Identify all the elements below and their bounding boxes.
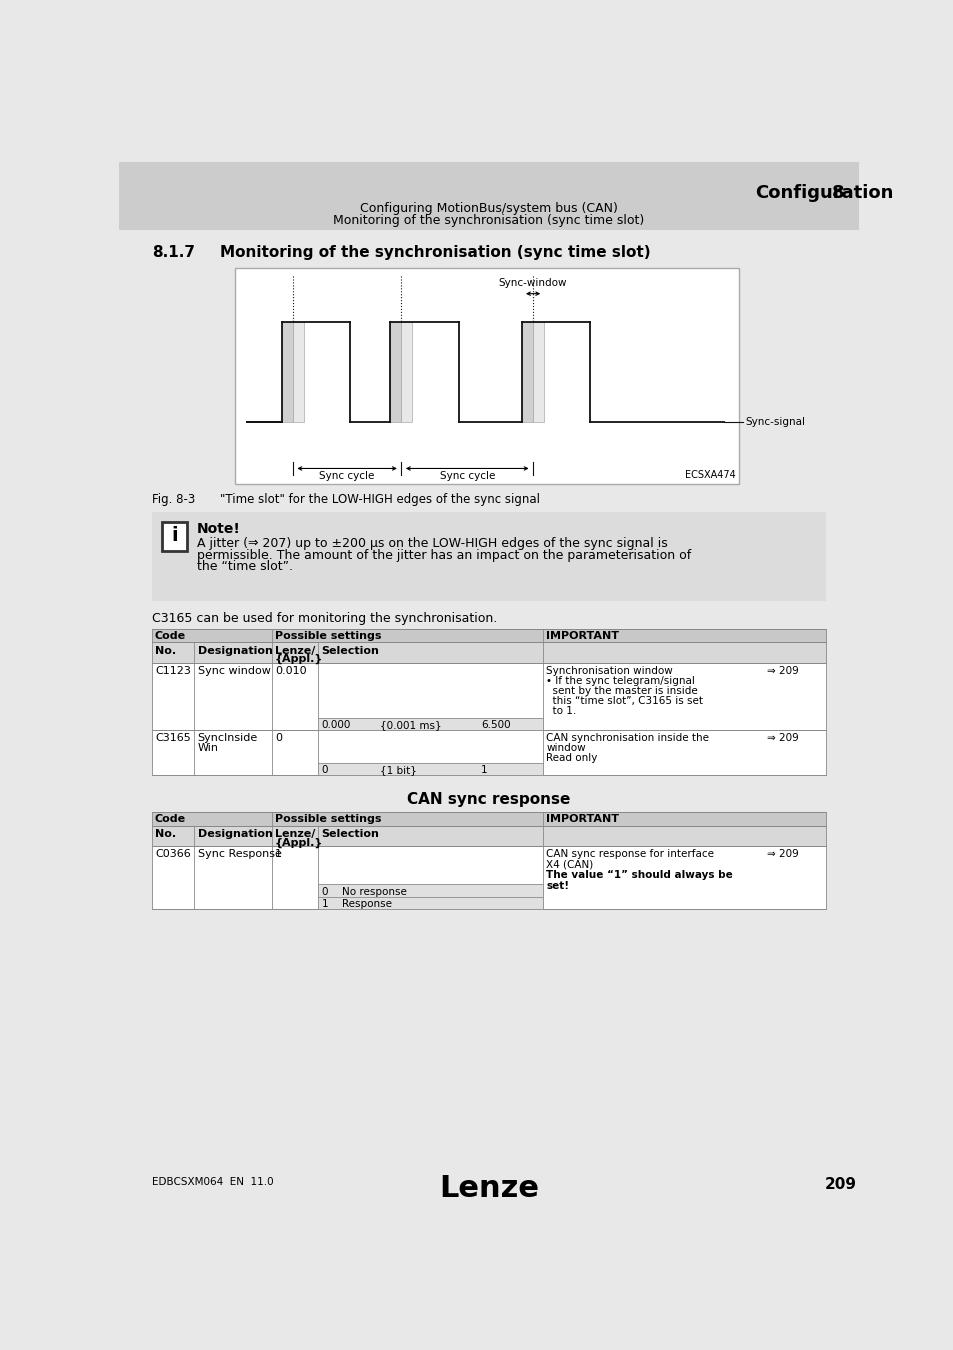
Bar bbox=[152, 730, 825, 775]
Text: IMPORTANT: IMPORTANT bbox=[546, 630, 618, 641]
Text: CAN sync response for interface: CAN sync response for interface bbox=[546, 849, 714, 859]
Text: Configuring MotionBus/system bus (CAN): Configuring MotionBus/system bus (CAN) bbox=[359, 202, 618, 215]
Text: Designation: Designation bbox=[197, 645, 273, 656]
Text: set!: set! bbox=[546, 882, 569, 891]
Text: Monitoring of the synchronisation (sync time slot): Monitoring of the synchronisation (sync … bbox=[333, 215, 644, 227]
Bar bbox=[162, 521, 187, 551]
Text: X4 (CAN): X4 (CAN) bbox=[546, 860, 593, 869]
Text: Code: Code bbox=[154, 814, 186, 825]
Text: Sync cycle: Sync cycle bbox=[439, 471, 495, 481]
Text: {Appl.}: {Appl.} bbox=[274, 653, 323, 664]
Text: 8: 8 bbox=[831, 184, 844, 201]
Text: 8.1.7: 8.1.7 bbox=[152, 246, 194, 261]
Bar bbox=[521, 323, 533, 423]
Text: Fig. 8-3: Fig. 8-3 bbox=[152, 493, 194, 506]
Text: Configuration: Configuration bbox=[754, 184, 892, 201]
Text: 1: 1 bbox=[480, 765, 487, 775]
Bar bbox=[119, 1170, 858, 1202]
Text: 1: 1 bbox=[321, 899, 328, 909]
Text: permissible. The amount of the jitter has an impact on the parameterisation of: permissible. The amount of the jitter ha… bbox=[196, 548, 690, 562]
Text: ⇒ 209: ⇒ 209 bbox=[766, 849, 798, 859]
Text: SyncInside: SyncInside bbox=[197, 733, 257, 744]
Bar bbox=[119, 162, 858, 230]
Text: Response: Response bbox=[341, 899, 392, 909]
Text: 0: 0 bbox=[321, 887, 328, 896]
Text: Designation: Designation bbox=[197, 829, 273, 838]
Bar bbox=[318, 763, 542, 775]
Text: CAN synchronisation inside the: CAN synchronisation inside the bbox=[546, 733, 708, 744]
Text: Sync Response: Sync Response bbox=[197, 849, 281, 859]
Bar bbox=[152, 663, 825, 730]
Text: the “time slot”.: the “time slot”. bbox=[196, 560, 293, 574]
Text: ⇒ 209: ⇒ 209 bbox=[766, 666, 798, 675]
Text: Lenze/: Lenze/ bbox=[274, 645, 315, 656]
Bar bbox=[152, 513, 825, 601]
Text: Sync cycle: Sync cycle bbox=[319, 471, 375, 481]
Bar bbox=[318, 884, 542, 896]
Text: sent by the master is inside: sent by the master is inside bbox=[546, 686, 698, 695]
Bar bbox=[318, 896, 542, 909]
Bar bbox=[152, 643, 825, 663]
Text: ECSXA474: ECSXA474 bbox=[684, 470, 735, 481]
Text: Sync window: Sync window bbox=[197, 666, 270, 675]
Text: CAN sync response: CAN sync response bbox=[407, 792, 570, 807]
Text: Selection: Selection bbox=[321, 829, 379, 838]
Text: • If the sync telegram/signal: • If the sync telegram/signal bbox=[546, 675, 695, 686]
Text: The value “1” should always be: The value “1” should always be bbox=[546, 871, 732, 880]
Text: Sync-window: Sync-window bbox=[498, 278, 567, 289]
Bar bbox=[533, 323, 543, 423]
Text: No.: No. bbox=[154, 829, 176, 838]
Bar bbox=[152, 845, 825, 909]
Bar bbox=[282, 323, 293, 423]
Text: 209: 209 bbox=[823, 1177, 856, 1192]
Text: "Time slot" for the LOW-HIGH edges of the sync signal: "Time slot" for the LOW-HIGH edges of th… bbox=[220, 493, 539, 506]
Text: Code: Code bbox=[154, 630, 186, 641]
Bar bbox=[235, 269, 739, 483]
Text: 1: 1 bbox=[274, 849, 282, 859]
Text: 6.500: 6.500 bbox=[480, 721, 510, 730]
Text: Lenze: Lenze bbox=[438, 1173, 538, 1203]
Text: i: i bbox=[171, 526, 177, 545]
Text: Selection: Selection bbox=[321, 645, 379, 656]
Bar bbox=[401, 323, 412, 423]
Text: Monitoring of the synchronisation (sync time slot): Monitoring of the synchronisation (sync … bbox=[220, 246, 650, 261]
Text: Synchronisation window: Synchronisation window bbox=[546, 666, 672, 675]
Text: Note!: Note! bbox=[196, 521, 240, 536]
Text: 0: 0 bbox=[274, 733, 282, 744]
Text: window: window bbox=[546, 744, 585, 753]
Text: C3165: C3165 bbox=[154, 733, 191, 744]
Text: Win: Win bbox=[197, 744, 218, 753]
Text: No response: No response bbox=[341, 887, 406, 896]
Text: to 1.: to 1. bbox=[546, 706, 576, 716]
Text: Possible settings: Possible settings bbox=[274, 814, 381, 825]
Text: A jitter (⇒ 207) up to ±200 μs on the LOW-HIGH edges of the sync signal is: A jitter (⇒ 207) up to ±200 μs on the LO… bbox=[196, 537, 667, 549]
Text: No.: No. bbox=[154, 645, 176, 656]
Bar bbox=[152, 629, 825, 643]
Bar bbox=[390, 323, 401, 423]
Bar bbox=[318, 718, 542, 730]
Text: 0.000: 0.000 bbox=[321, 721, 351, 730]
Bar bbox=[293, 323, 303, 423]
Text: Possible settings: Possible settings bbox=[274, 630, 381, 641]
Text: {1 bit}: {1 bit} bbox=[380, 765, 416, 775]
Text: Lenze/: Lenze/ bbox=[274, 829, 315, 838]
Text: IMPORTANT: IMPORTANT bbox=[546, 814, 618, 825]
Text: {Appl.}: {Appl.} bbox=[274, 837, 323, 848]
Text: C0366: C0366 bbox=[154, 849, 191, 859]
Text: C3165 can be used for monitoring the synchronisation.: C3165 can be used for monitoring the syn… bbox=[152, 612, 497, 625]
Text: EDBCSXM064  EN  11.0: EDBCSXM064 EN 11.0 bbox=[152, 1177, 274, 1187]
Text: C1123: C1123 bbox=[154, 666, 191, 675]
Text: Sync-signal: Sync-signal bbox=[744, 417, 804, 427]
Text: 0: 0 bbox=[321, 765, 328, 775]
Text: 0.010: 0.010 bbox=[274, 666, 306, 675]
Text: ⇒ 209: ⇒ 209 bbox=[766, 733, 798, 744]
Bar bbox=[152, 826, 825, 845]
Text: this “time slot”, C3165 is set: this “time slot”, C3165 is set bbox=[546, 695, 702, 706]
Text: Read only: Read only bbox=[546, 753, 597, 763]
Bar bbox=[152, 811, 825, 826]
Text: {0.001 ms}: {0.001 ms} bbox=[380, 721, 441, 730]
